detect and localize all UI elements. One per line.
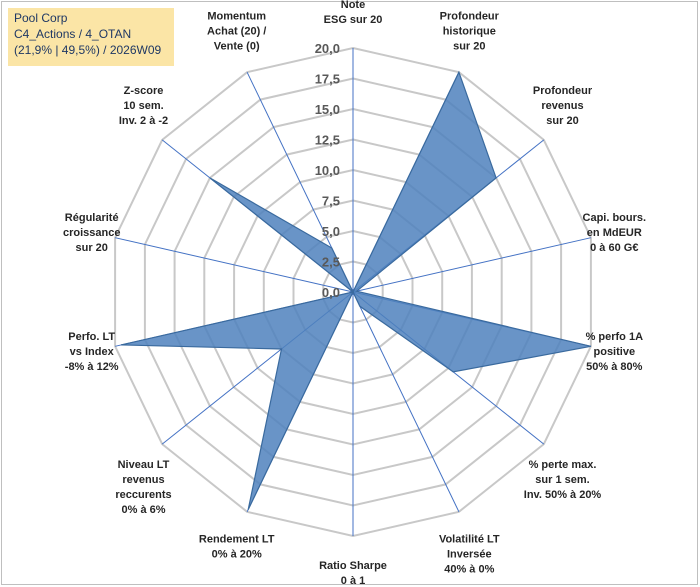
axis-label: Profondeur historique sur 20 bbox=[440, 11, 500, 53]
axis-label-line: reccurents bbox=[115, 489, 171, 501]
axis-label: Rendement LT 0% à 20% bbox=[199, 534, 275, 561]
axis-label: Momentum Achat (20) / Vente (0) bbox=[207, 11, 266, 53]
label-layer: Note ESG sur 20 Profondeur historique sur 20… bbox=[63, 0, 646, 587]
axis-label-line: Note bbox=[341, 0, 365, 11]
tick-layer: 0,0 2,5 5,0 7,5 10,0 12,5 15,0 17,5 20,0 bbox=[315, 41, 340, 300]
axis-label-line: % perfo 1A bbox=[586, 331, 644, 343]
performance-stats: (21,9% | 49,5%) / 2026W09 bbox=[14, 43, 162, 57]
axis-label-line: -8% à 12% bbox=[65, 361, 119, 373]
axis-label: Volatilité LT Inversée 40% à 0% bbox=[439, 534, 500, 576]
axis-label-line: Niveau LT bbox=[118, 459, 170, 471]
axis-label-line: en MdEUR bbox=[587, 227, 642, 239]
axis-label: Profondeur revenus sur 20 bbox=[533, 85, 593, 127]
axis-label-line: croissance bbox=[63, 227, 120, 239]
axis-label: % perfo 1A positive 50% à 80% bbox=[586, 331, 644, 373]
axis-label-line: Inv. 50% à 20% bbox=[524, 489, 602, 501]
axis-label-line: % perte max. bbox=[529, 459, 597, 471]
axis-label-line: Rendement LT bbox=[199, 534, 275, 546]
axis-spoke bbox=[352, 291, 460, 513]
series-layer bbox=[120, 70, 592, 510]
axis-label-line: Vente (0) bbox=[214, 41, 260, 53]
axis-label: Z-score 10 sem. Inv. 2 à -2 bbox=[119, 85, 168, 127]
axis-label-line: sur 20 bbox=[75, 242, 107, 254]
axis-label-line: vs Index bbox=[70, 346, 115, 358]
axis-label-line: Inversée bbox=[447, 549, 492, 561]
axis-label-line: 10 sem. bbox=[123, 100, 163, 112]
axis-label: Perfo. LT vs Index -8% à 12% bbox=[65, 331, 119, 373]
axis-label-line: 0 à 60 G€ bbox=[590, 242, 638, 254]
tick-label: 15,0 bbox=[315, 102, 340, 117]
axis-label-line: positive bbox=[594, 346, 636, 358]
axis-label-line: sur 1 sem. bbox=[535, 474, 589, 486]
axis-label-line: Perfo. LT bbox=[68, 331, 115, 343]
axis-label-line: sur 20 bbox=[546, 115, 578, 127]
axis-label-line: Achat (20) / bbox=[207, 26, 266, 38]
axis-label-line: Ratio Sharpe bbox=[319, 560, 387, 572]
tick-label: 10,0 bbox=[315, 163, 340, 178]
axis-label-line: revenus bbox=[541, 100, 583, 112]
axis-label: % perte max. sur 1 sem. Inv. 50% à 20% bbox=[524, 459, 602, 501]
axis-label: Ratio Sharpe 0 à 1 bbox=[319, 560, 387, 587]
axis-label-line: Régularité bbox=[65, 212, 119, 224]
axis-label-line: revenus bbox=[122, 474, 164, 486]
tick-label: 2,5 bbox=[322, 255, 340, 270]
axis-label-line: 0% à 20% bbox=[212, 549, 262, 561]
company-name: Pool Corp bbox=[14, 11, 68, 25]
axis-label-line: Capi. bours. bbox=[583, 212, 647, 224]
tick-label: 17,5 bbox=[315, 72, 340, 87]
tick-label: 0,0 bbox=[322, 285, 340, 300]
axis-label-line: Inv. 2 à -2 bbox=[119, 115, 168, 127]
axis-label-line: Volatilité LT bbox=[439, 534, 500, 546]
axis-label-line: 40% à 0% bbox=[444, 564, 494, 576]
tick-label: 5,0 bbox=[322, 224, 340, 239]
axis-label-line: Momentum bbox=[207, 11, 266, 23]
axis-label: Capi. bours. en MdEUR 0 à 60 G€ bbox=[583, 212, 647, 254]
axis-label-line: Z-score bbox=[124, 85, 164, 97]
axis-label-line: Profondeur bbox=[533, 85, 593, 97]
axis-label-line: Profondeur bbox=[440, 11, 500, 23]
axis-spoke bbox=[352, 237, 592, 293]
axis-label-line: sur 20 bbox=[453, 41, 485, 53]
tick-label: 7,5 bbox=[322, 194, 340, 209]
tick-label: 20,0 bbox=[315, 41, 340, 56]
tick-label: 12,5 bbox=[315, 133, 340, 148]
axis-label-line: 50% à 80% bbox=[586, 361, 642, 373]
axis-label-line: historique bbox=[443, 26, 496, 38]
axis-label-line: 0 à 1 bbox=[341, 575, 365, 587]
axis-label: Niveau LT revenus reccurents 0% à 6% bbox=[115, 459, 171, 516]
title-badge: Pool Corp C4_Actions / 4_OTAN (21,9% | 4… bbox=[8, 8, 174, 66]
axis-label-line: 0% à 6% bbox=[121, 504, 165, 516]
axis-spoke bbox=[114, 237, 354, 293]
axis-label: Régularité croissance sur 20 bbox=[63, 212, 120, 254]
axis-label: Note ESG sur 20 bbox=[324, 0, 383, 26]
axis-label-line: ESG sur 20 bbox=[324, 14, 383, 26]
portfolio-name: C4_Actions / 4_OTAN bbox=[14, 27, 132, 41]
